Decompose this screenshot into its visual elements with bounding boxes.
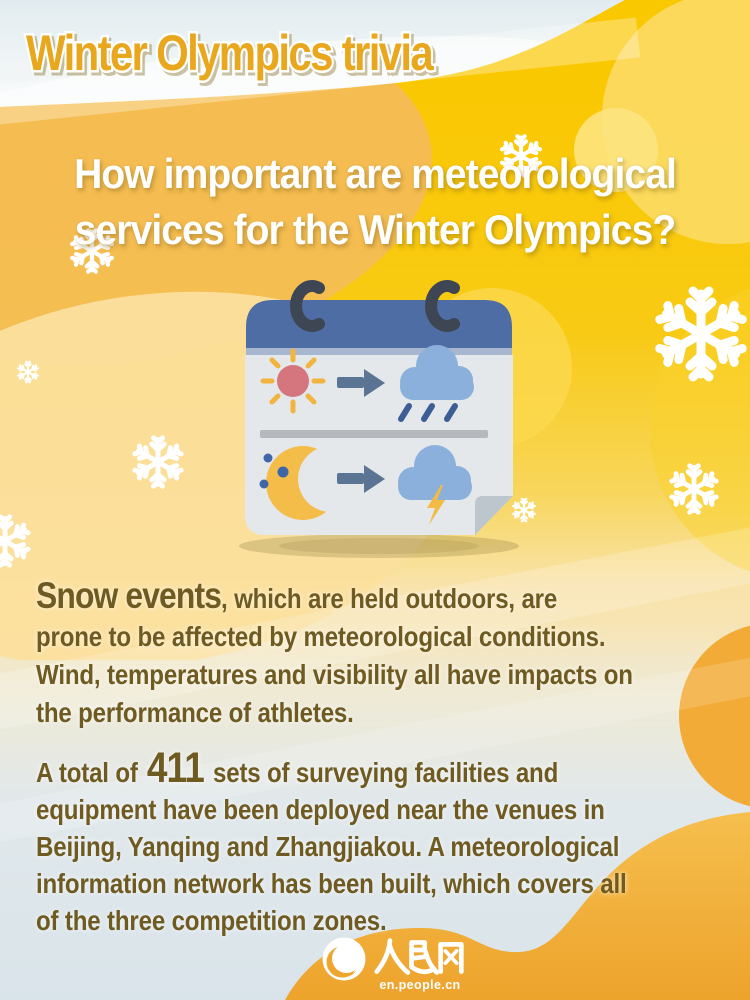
arrow-right-icon bbox=[337, 369, 385, 397]
calendar-weather-illustration bbox=[245, 280, 513, 535]
bottom-orange-wave bbox=[285, 812, 750, 1000]
question-heading: How important are meteorological service… bbox=[26, 146, 724, 258]
binder-ring-icon bbox=[425, 280, 460, 332]
binder-ring-icon bbox=[290, 280, 325, 332]
paragraph-snow-events: Snow events, which are held outdoors, ar… bbox=[36, 575, 633, 729]
paragraph-lead: Snow events bbox=[36, 575, 222, 616]
light-streaks bbox=[0, 17, 750, 856]
arrow-right-icon bbox=[337, 465, 385, 493]
heading-line-1: How important are meteorological bbox=[74, 150, 677, 197]
logo-url: en.people.cn bbox=[379, 978, 461, 992]
heading-line-2: services for the Winter Olympics? bbox=[74, 206, 677, 253]
logo-chinese-calligraphy bbox=[374, 938, 464, 975]
storm-cloud-icon bbox=[398, 445, 472, 525]
rain-cloud-icon bbox=[398, 345, 474, 422]
statistic-number: 411 bbox=[146, 744, 205, 792]
calendar-shadow bbox=[239, 534, 519, 558]
lightning-icon bbox=[427, 485, 445, 525]
title-banner: Winter Olympics trivia bbox=[24, 22, 438, 83]
people-daily-logo-icon bbox=[322, 937, 366, 981]
orange-circle-blob bbox=[679, 625, 750, 807]
people-daily-logo: 人民网 en.people.cn bbox=[320, 934, 466, 992]
calendar-header bbox=[246, 300, 512, 355]
moon-icon bbox=[259, 446, 364, 520]
calendar-divider bbox=[260, 430, 488, 438]
sun-icon bbox=[260, 348, 326, 414]
paragraph-surveying-network: A total of 411 sets of surveying facilit… bbox=[36, 744, 627, 937]
page-fold bbox=[475, 496, 513, 535]
page-title: Winter Olympics trivia bbox=[26, 25, 434, 81]
